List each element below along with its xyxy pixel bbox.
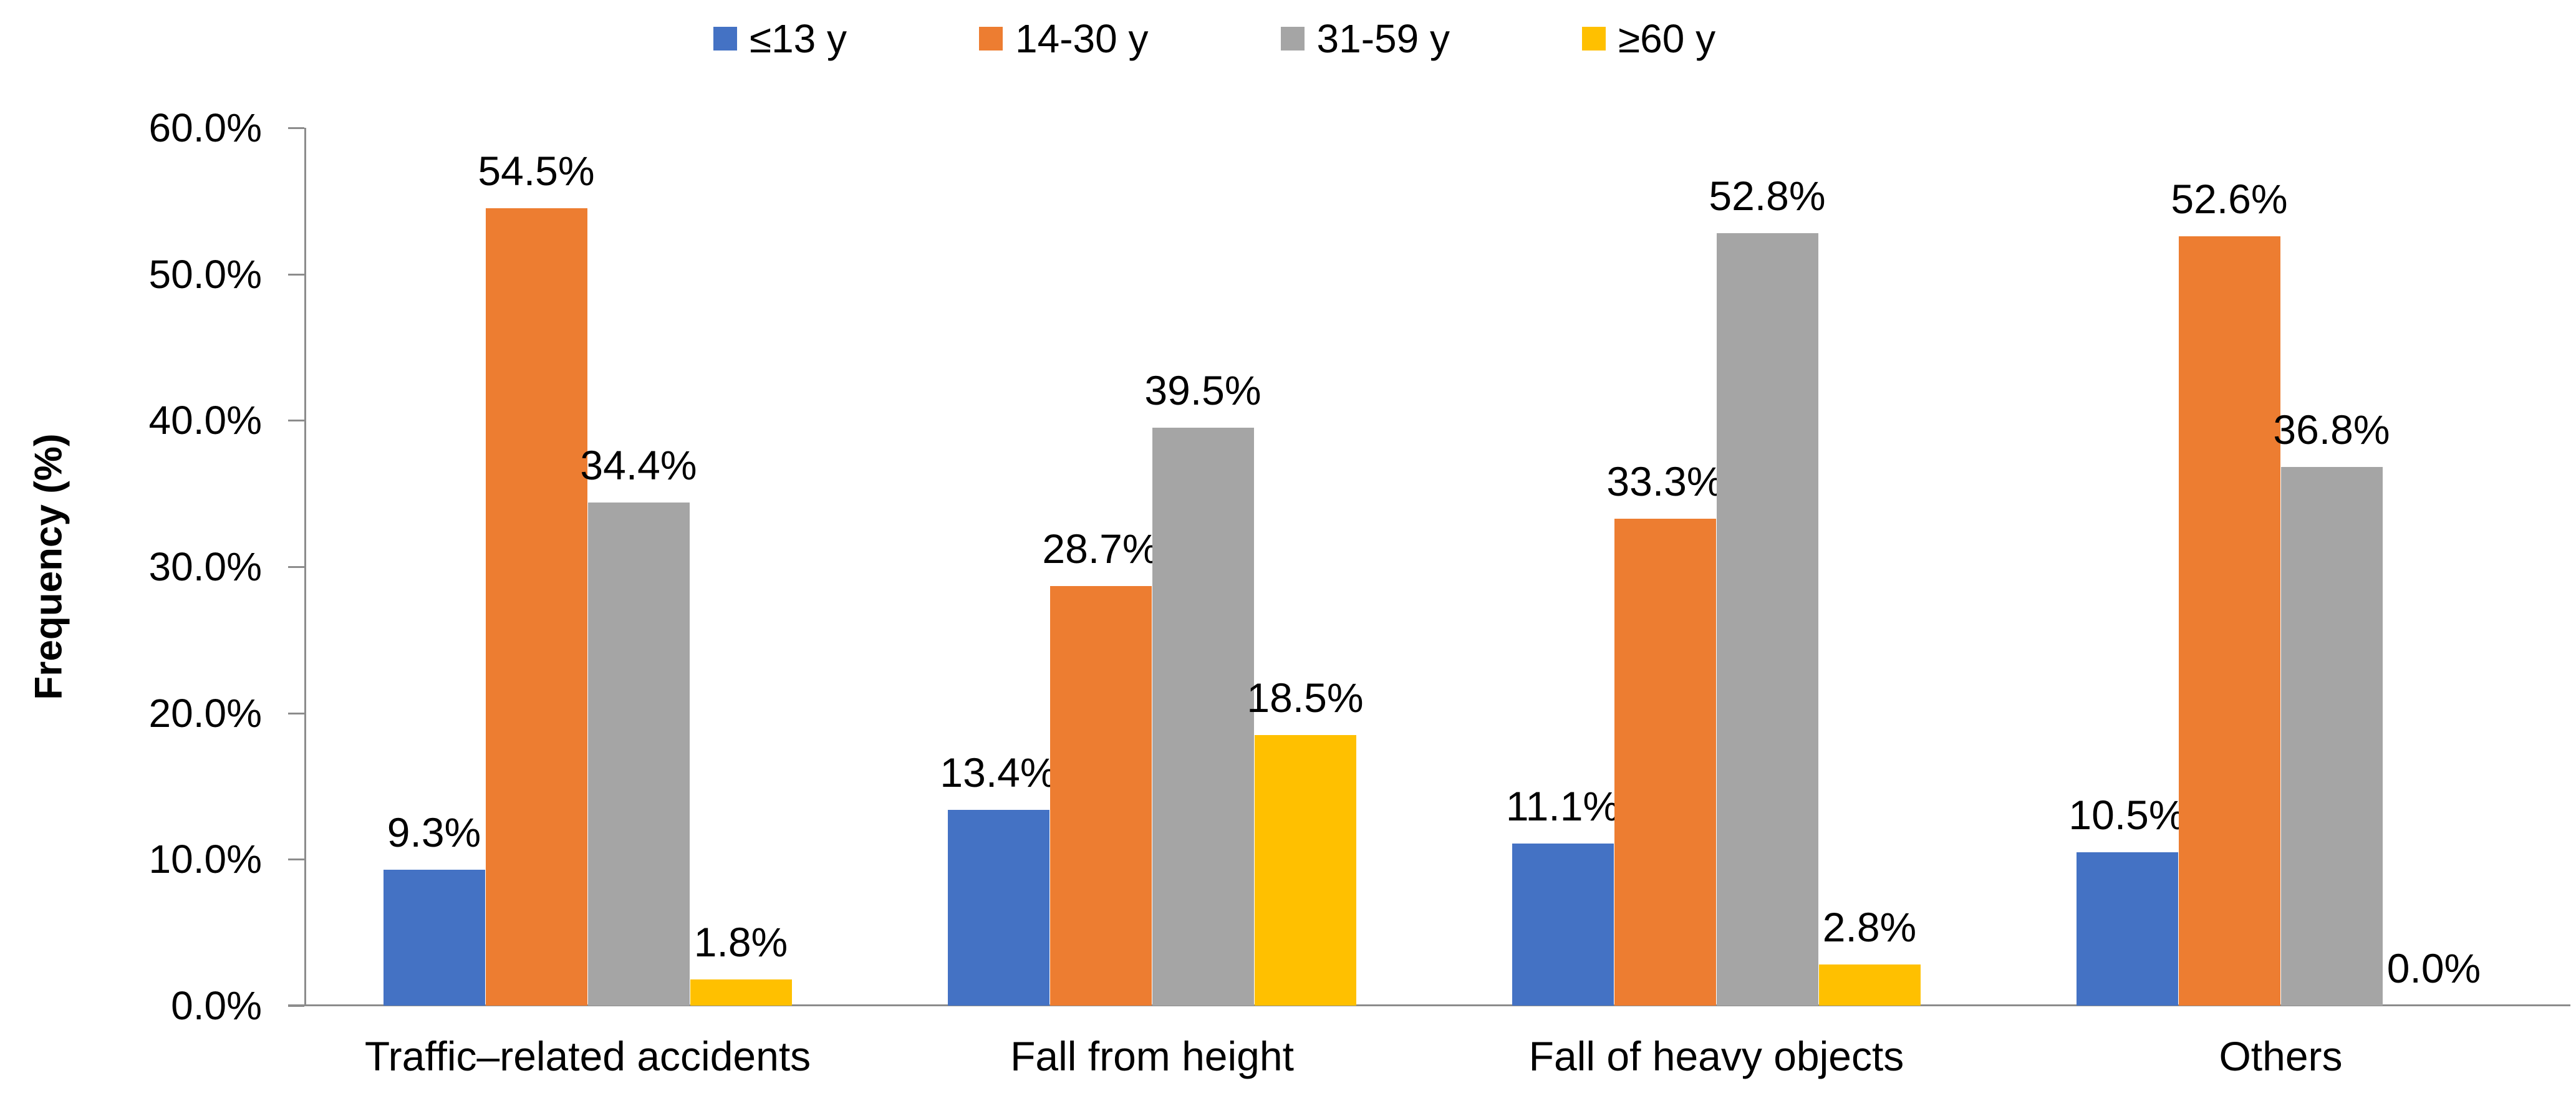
y-tick-label: 60.0% [148, 105, 262, 150]
legend-item: ≥60 y [1581, 11, 1716, 66]
bar [1716, 233, 1818, 1006]
bar-value-label: 54.5% [478, 148, 595, 195]
legend-swatch-icon [1581, 27, 1606, 50]
bar-value-label: 1.8% [693, 918, 788, 965]
bar [1614, 518, 1716, 1006]
legend-item: ≤13 y [713, 11, 847, 66]
x-axis-line [288, 1004, 2570, 1006]
y-tick-mark [288, 274, 304, 276]
legend-swatch-icon [1280, 27, 1305, 50]
legend-label: 31-59 y [1316, 16, 1450, 61]
bar-value-label: 18.5% [1247, 674, 1364, 721]
bar [947, 809, 1049, 1006]
bar-value-label: 2.8% [1822, 904, 1917, 951]
legend-swatch-icon [713, 27, 737, 50]
bar [383, 869, 485, 1006]
y-tick-mark [288, 566, 304, 568]
x-category-label: Others [2219, 1033, 2343, 1079]
bar-value-label: 39.5% [1144, 367, 1261, 414]
bar-value-label: 36.8% [2273, 406, 2390, 453]
y-tick-label: 30.0% [148, 544, 262, 589]
y-tick-mark [288, 713, 304, 714]
bar-value-label: 28.7% [1042, 525, 1159, 572]
y-tick-mark [288, 1005, 304, 1007]
bar-value-label: 0.0% [2386, 945, 2481, 991]
y-tick-label: 20.0% [148, 691, 262, 736]
legend-item: 14-30 y [979, 11, 1149, 66]
y-tick-mark [288, 858, 304, 860]
bar-value-label: 13.4% [940, 749, 1057, 796]
chart-legend: ≤13 y 14-30 y 31-59 y ≥60 y [0, 11, 2502, 66]
legend-label: 14-30 y [1015, 16, 1149, 61]
y-tick-mark [288, 127, 304, 129]
bar [2076, 852, 2178, 1006]
bar-value-label: 9.3% [387, 809, 481, 855]
y-tick-label: 0.0% [171, 983, 262, 1028]
bar [690, 979, 792, 1006]
bar-value-label: 10.5% [2068, 791, 2186, 838]
bar-value-label: 33.3% [1606, 458, 1724, 504]
bar [1254, 734, 1356, 1006]
bar [587, 502, 690, 1006]
bar-value-label: 11.1% [1505, 782, 1620, 829]
bar [1152, 428, 1254, 1006]
bar [1818, 964, 1921, 1006]
bar [1049, 585, 1152, 1006]
legend-label: ≥60 y [1618, 16, 1716, 61]
bar-value-label: 52.8% [1709, 173, 1826, 219]
bar-value-label: 52.6% [2171, 175, 2288, 222]
legend-swatch-icon [979, 27, 1003, 50]
y-tick-label: 40.0% [148, 398, 262, 443]
x-category-label: Traffic–related accidents [364, 1033, 811, 1079]
legend-label: ≤13 y [749, 16, 847, 61]
legend-item: 31-59 y [1280, 11, 1450, 66]
y-tick-label: 10.0% [148, 837, 262, 882]
bar [485, 208, 587, 1006]
x-category-label: Fall of heavy objects [1528, 1033, 1904, 1079]
bar-value-label: 34.4% [580, 441, 697, 488]
bar [2178, 236, 2280, 1006]
x-category-label: Fall from height [1010, 1033, 1294, 1079]
bar [1512, 843, 1614, 1006]
bar [2280, 467, 2383, 1006]
y-tick-mark [288, 420, 304, 421]
y-axis-line [304, 128, 306, 1006]
y-tick-label: 50.0% [148, 252, 262, 297]
